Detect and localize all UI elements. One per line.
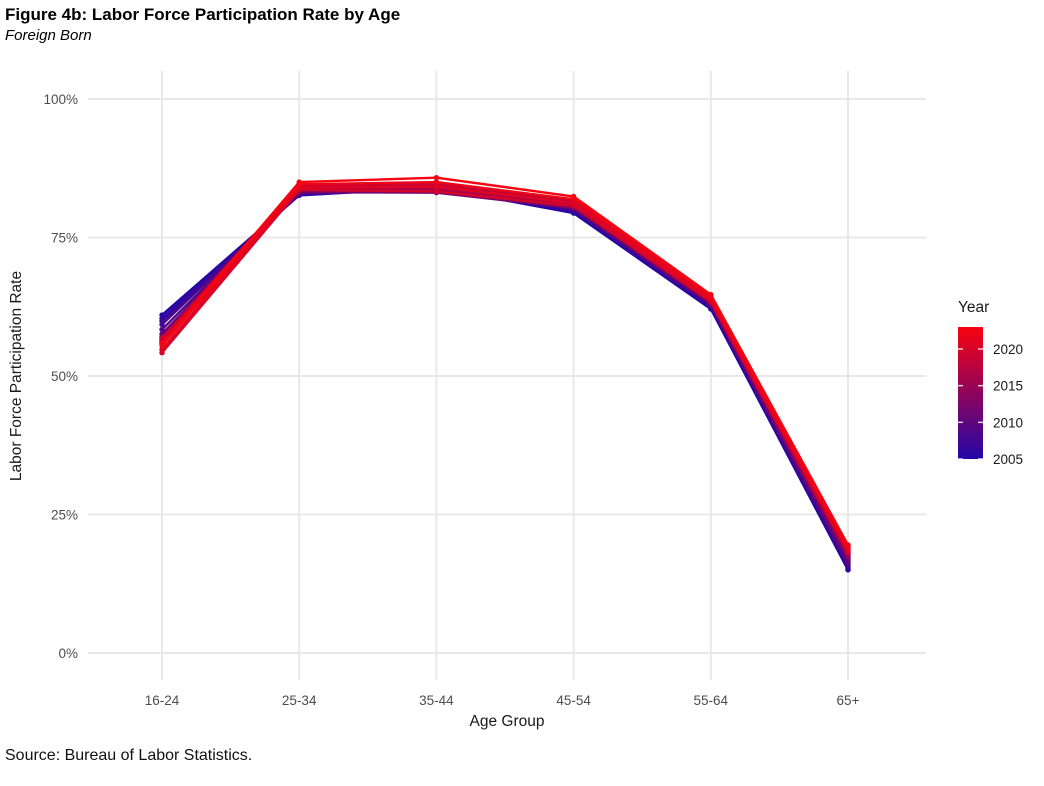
figure-subtitle: Foreign Born [5, 27, 92, 44]
legend-colorbar [958, 327, 983, 459]
y-axis-title: Labor Force Participation Rate [8, 271, 25, 481]
y-tick-label: 100% [43, 92, 78, 107]
figure-title: Figure 4b: Labor Force Participation Rat… [5, 5, 401, 24]
data-point-2008 [159, 321, 165, 328]
x-axis-title: Age Group [470, 713, 545, 730]
data-point-2023 [159, 340, 165, 347]
x-tick-label: 45-54 [556, 693, 591, 708]
data-point-2023 [570, 193, 577, 200]
series-line-2021 [160, 185, 850, 552]
legend-title: Year [958, 299, 989, 316]
x-tick-label: 16-24 [145, 693, 180, 708]
source-caption: Source: Bureau of Labor Statistics. [5, 747, 253, 764]
data-point-2021 [570, 200, 577, 206]
series-line-2007 [160, 186, 850, 568]
chart-header: Figure 4b: Labor Force Participation Rat… [5, 4, 400, 46]
data-point-2021 [433, 183, 440, 190]
legend-tick-label: 2010 [993, 415, 1023, 430]
data-point-2021 [159, 346, 165, 353]
legend-tick-label: 2020 [993, 342, 1023, 357]
data-point-2019 [159, 335, 165, 341]
x-tick-label: 55-64 [694, 693, 729, 708]
x-tick-label: 35-44 [419, 693, 454, 708]
data-point-2023 [708, 291, 714, 298]
x-tick-label: 65+ [837, 693, 860, 708]
legend-tick-label: 2005 [993, 452, 1023, 467]
data-point-2023 [433, 174, 440, 181]
series-line-2005 [160, 186, 850, 572]
series-line-2023 [160, 176, 850, 547]
data-point-2023 [296, 179, 302, 185]
y-tick-label: 50% [51, 369, 78, 384]
x-tick-label: 25-34 [282, 693, 317, 708]
data-point-2022 [433, 179, 440, 185]
series-line-2006 [160, 185, 850, 570]
data-point-2023 [845, 542, 851, 548]
data-point-2020 [433, 188, 440, 195]
y-tick-label: 0% [58, 646, 78, 661]
y-tick-label: 75% [51, 231, 78, 246]
y-tick-label: 25% [51, 508, 78, 523]
legend-tick-label: 2015 [993, 379, 1023, 394]
line-chart: 0% 25% 50% 75% 100% 16-24 25-34 35-44 45-54 55-64… [8, 71, 1023, 730]
